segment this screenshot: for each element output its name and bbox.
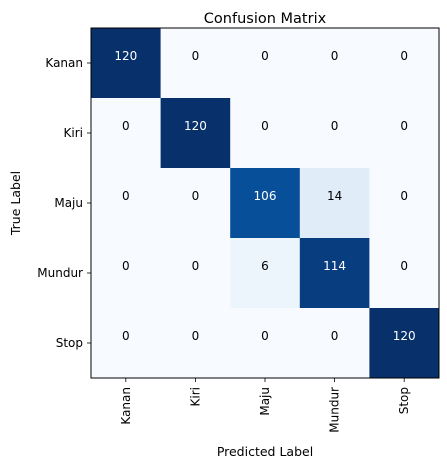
heatmap-cells <box>91 28 440 379</box>
cell-value-label: 0 <box>122 259 130 273</box>
heatmap-cell <box>299 238 370 309</box>
y-tick-label: Mundur <box>37 266 83 280</box>
y-tick-label: Maju <box>54 196 83 210</box>
x-tick-label: Kanan <box>119 387 133 425</box>
heatmap-cell <box>369 98 440 169</box>
heatmap-cell <box>230 168 301 239</box>
y-tick-label: Stop <box>56 336 83 350</box>
cell-value-label: 0 <box>261 49 269 63</box>
heatmap-cell <box>91 28 162 99</box>
heatmap-cell <box>230 28 301 99</box>
cell-value-label: 0 <box>192 329 200 343</box>
heatmap-cell <box>160 98 231 169</box>
cell-value-label: 0 <box>192 259 200 273</box>
cell-value-label: 0 <box>122 119 130 133</box>
cell-value-label: 106 <box>254 189 277 203</box>
heatmap-cell <box>369 238 440 309</box>
cell-value-label: 114 <box>323 259 346 273</box>
heatmap-cell <box>230 98 301 169</box>
cell-value-label: 120 <box>114 49 137 63</box>
heatmap-cell <box>369 168 440 239</box>
heatmap-cell <box>160 28 231 99</box>
cell-value-label: 0 <box>192 49 200 63</box>
x-axis-ticks: Kanan Kiri Maju Mundur Stop <box>119 378 411 433</box>
cell-value-labels: 120 0 0 0 0 0 120 0 0 0 0 0 106 14 0 0 0 6 114 0 0 0 0 0 120 <box>114 49 415 343</box>
x-tick-label: Mundur <box>328 387 342 433</box>
x-tick-label: Maju <box>258 387 272 416</box>
x-tick-label: Stop <box>397 387 411 414</box>
heatmap-cell <box>160 168 231 239</box>
heatmap-cell <box>299 168 370 239</box>
heatmap-cell <box>230 238 301 309</box>
heatmap-cell <box>160 308 231 379</box>
heatmap-cell <box>91 168 162 239</box>
cell-value-label: 0 <box>122 189 130 203</box>
cell-value-label: 0 <box>331 49 339 63</box>
cell-value-label: 0 <box>122 329 130 343</box>
heatmap-cell <box>299 28 370 99</box>
cell-value-label: 0 <box>192 189 200 203</box>
cell-value-label: 6 <box>261 259 269 273</box>
y-axis-label: True Label <box>8 171 23 236</box>
y-axis-ticks: Kanan Kiri Maju Mundur Stop <box>37 56 91 350</box>
heatmap-cell <box>369 308 440 379</box>
heatmap-cell <box>369 28 440 99</box>
cell-value-label: 120 <box>184 119 207 133</box>
heatmap-cell <box>230 308 301 379</box>
heatmap-cell <box>299 308 370 379</box>
cell-value-label: 0 <box>400 259 408 273</box>
y-tick-label: Kiri <box>64 126 83 140</box>
y-tick-label: Kanan <box>45 56 83 70</box>
cell-value-label: 0 <box>400 49 408 63</box>
cell-value-label: 0 <box>331 329 339 343</box>
heatmap-cell <box>299 98 370 169</box>
cell-value-label: 0 <box>261 119 269 133</box>
heatmap-cell <box>91 238 162 309</box>
cell-value-label: 0 <box>331 119 339 133</box>
x-tick-label: Kiri <box>188 387 202 406</box>
cell-value-label: 0 <box>400 119 408 133</box>
x-axis-label: Predicted Label <box>217 444 313 459</box>
cell-value-label: 0 <box>261 329 269 343</box>
heatmap-cell <box>160 238 231 309</box>
cell-value-label: 14 <box>327 189 342 203</box>
chart-title: Confusion Matrix <box>204 11 327 27</box>
cell-value-label: 120 <box>393 329 416 343</box>
cell-value-label: 0 <box>400 189 408 203</box>
heatmap-cell <box>91 98 162 169</box>
heatmap-cell <box>91 308 162 379</box>
